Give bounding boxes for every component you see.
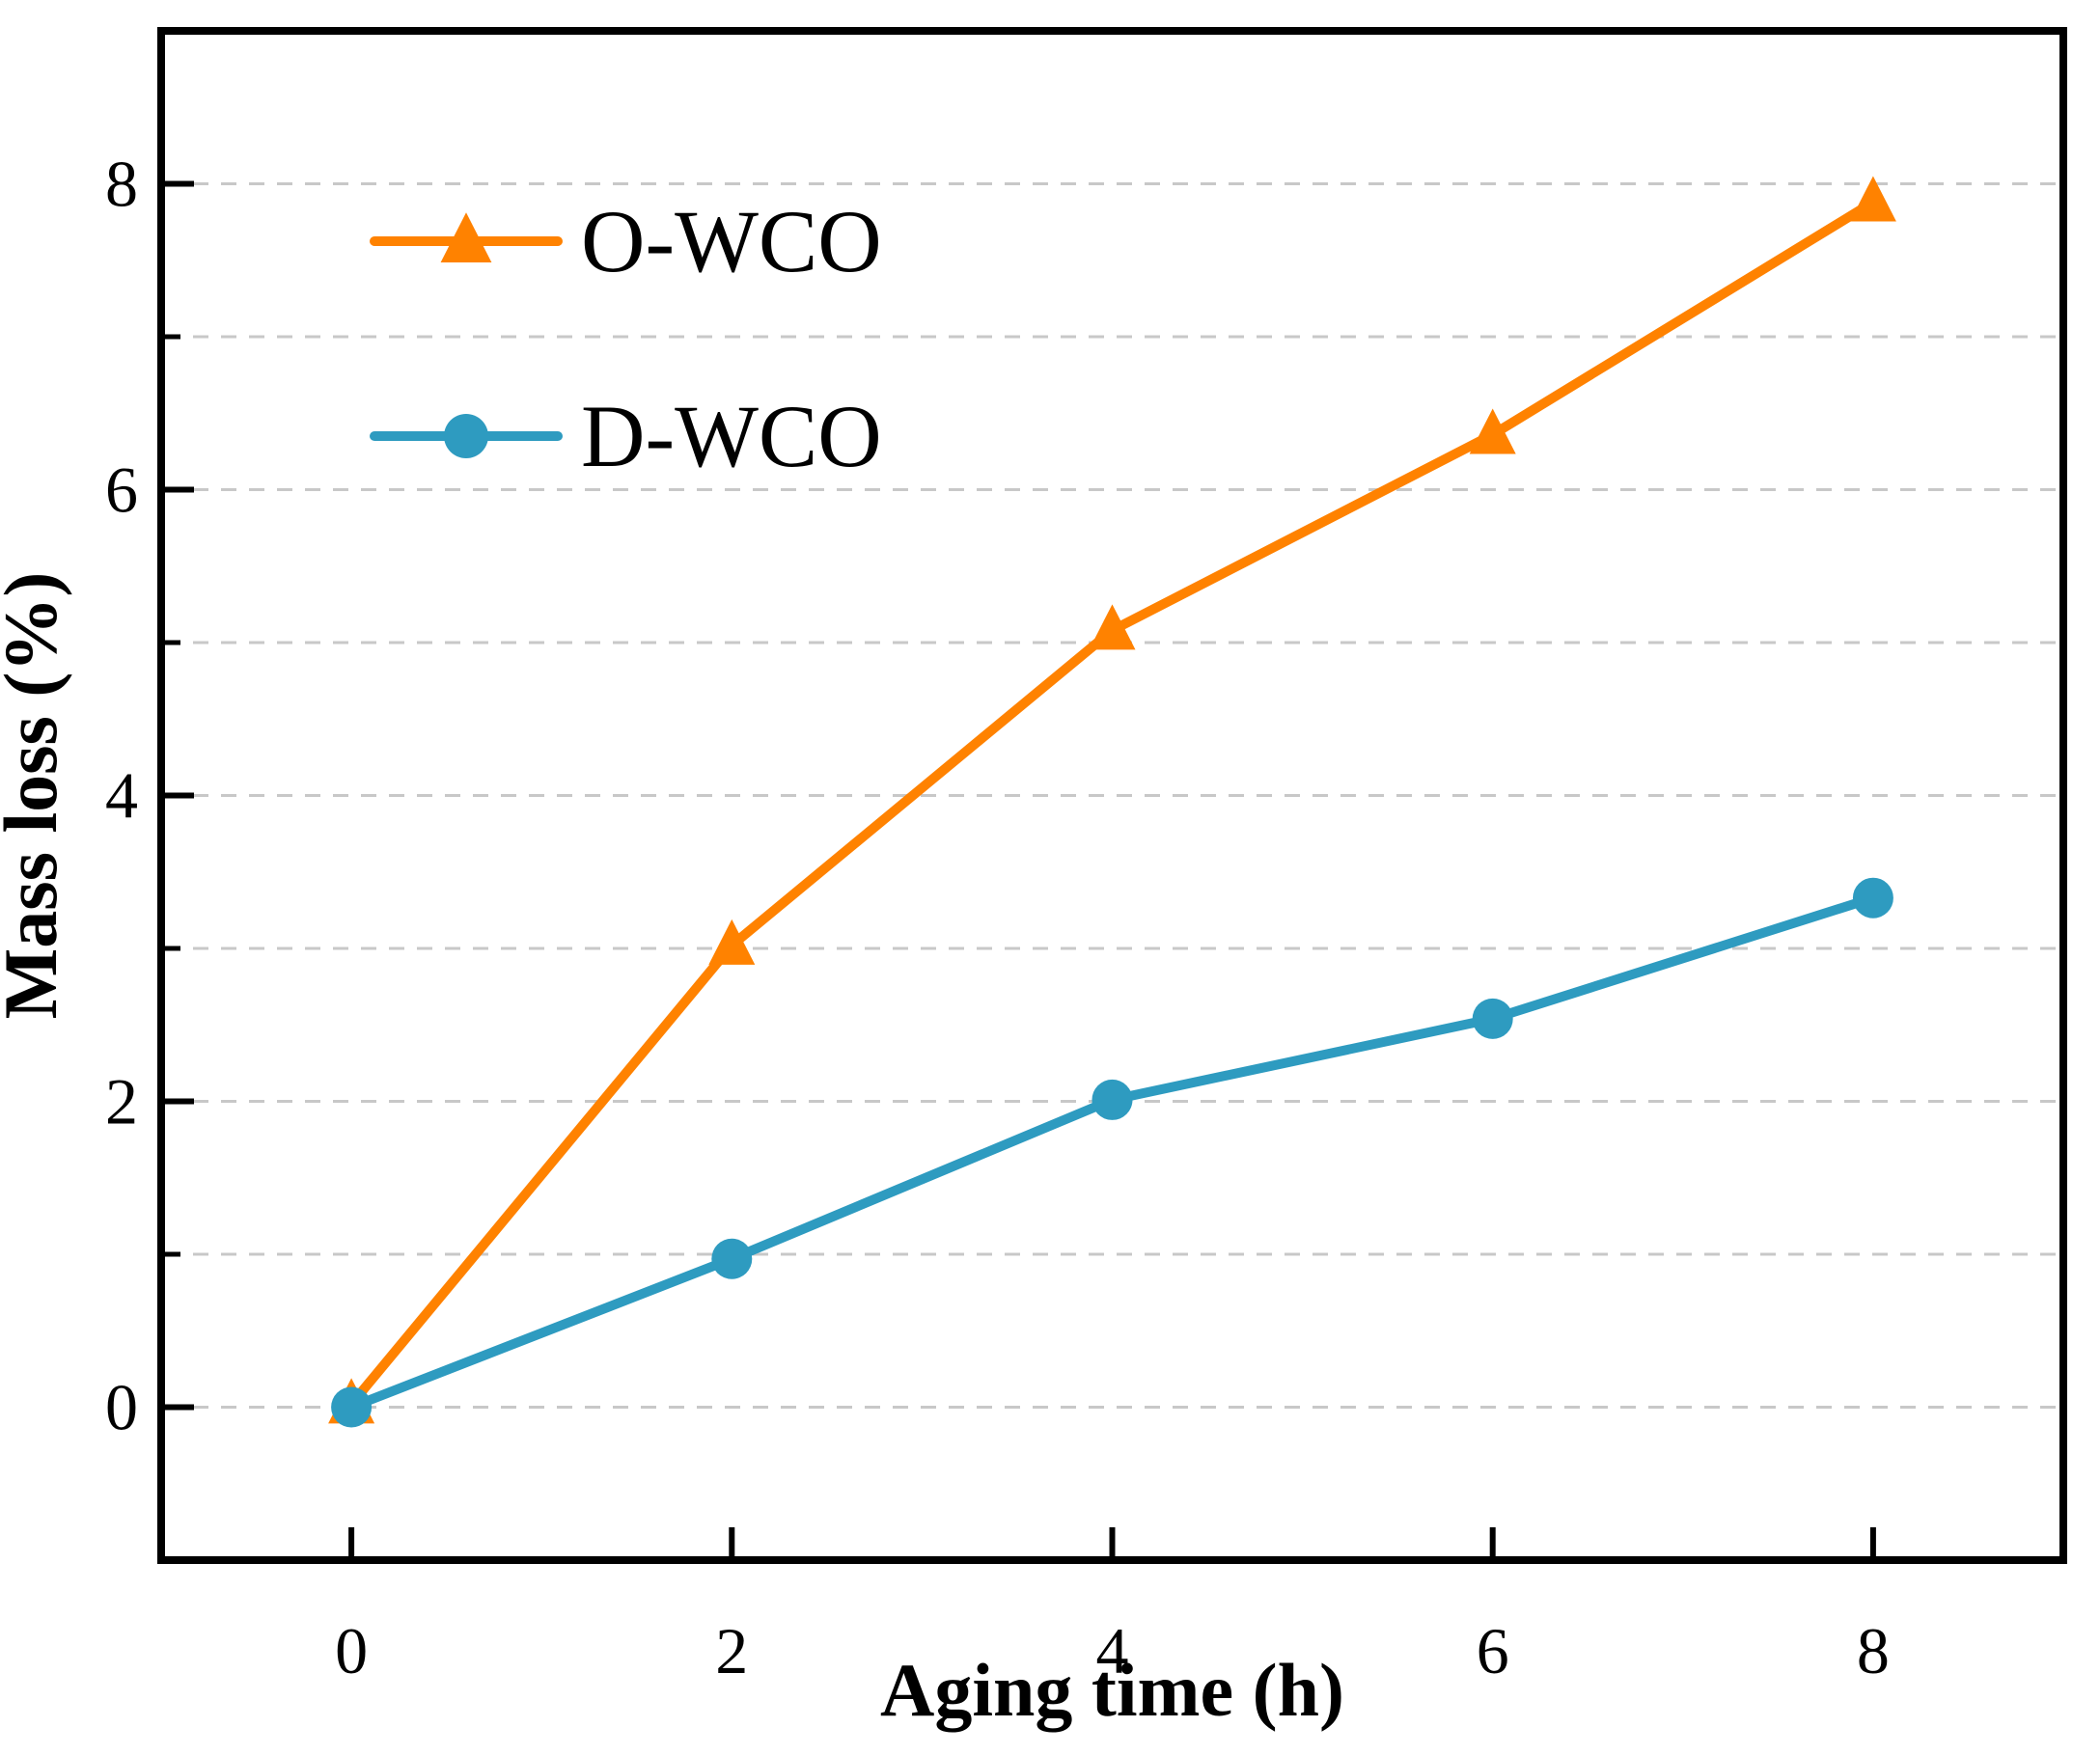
d-wco-circle-marker xyxy=(1472,998,1513,1039)
legend-item-d-wco: D-WCO xyxy=(370,387,882,485)
series-o-wco xyxy=(328,176,1896,1424)
o-wco-triangle-marker xyxy=(1089,604,1136,650)
o-wco-triangle-marker xyxy=(1849,176,1896,222)
legend-circle-marker-icon xyxy=(444,414,488,458)
x-tick-label: 0 xyxy=(335,1614,368,1687)
y-tick-label: 0 xyxy=(105,1371,138,1444)
y-tick-label: 2 xyxy=(105,1065,138,1138)
legend-label: O-WCO xyxy=(581,192,882,290)
legend-item-o-wco: O-WCO xyxy=(370,192,882,290)
x-tick-label: 2 xyxy=(715,1614,748,1687)
y-gridlines xyxy=(165,182,2059,1409)
o-wco-triangle-marker xyxy=(1469,408,1516,454)
y-tick-label: 4 xyxy=(105,759,138,833)
y-axis-title: Mass loss (%) xyxy=(0,572,72,1020)
x-tick-label: 8 xyxy=(1857,1614,1890,1687)
plot-border xyxy=(157,27,2067,1564)
series-d-wco xyxy=(331,877,1893,1428)
y-tick-label: 8 xyxy=(105,148,138,221)
y-axis-ticks xyxy=(164,180,194,1411)
d-wco-circle-marker xyxy=(711,1238,753,1279)
legend-label: D-WCO xyxy=(581,387,882,485)
legend-triangle-marker-icon xyxy=(440,212,492,262)
x-axis-title: Aging time (h) xyxy=(880,1648,1344,1732)
series-line-d-wco xyxy=(346,892,1878,1412)
d-wco-circle-marker xyxy=(1091,1079,1133,1120)
y-tick-labels: 0 2 4 6 8 xyxy=(105,148,138,1444)
series-line-o-wco xyxy=(346,197,1878,1410)
y-tick-label: 6 xyxy=(105,453,138,527)
legend: O-WCO D-WCO xyxy=(370,192,882,485)
d-wco-circle-marker xyxy=(1852,877,1893,919)
x-axis-ticks xyxy=(348,1527,1876,1557)
x-tick-label: 4 xyxy=(1096,1614,1129,1687)
o-wco-triangle-marker xyxy=(708,919,756,965)
d-wco-circle-marker xyxy=(331,1386,373,1428)
x-tick-labels: 0 2 4 6 8 xyxy=(335,1614,1890,1687)
x-tick-label: 6 xyxy=(1477,1614,1509,1687)
